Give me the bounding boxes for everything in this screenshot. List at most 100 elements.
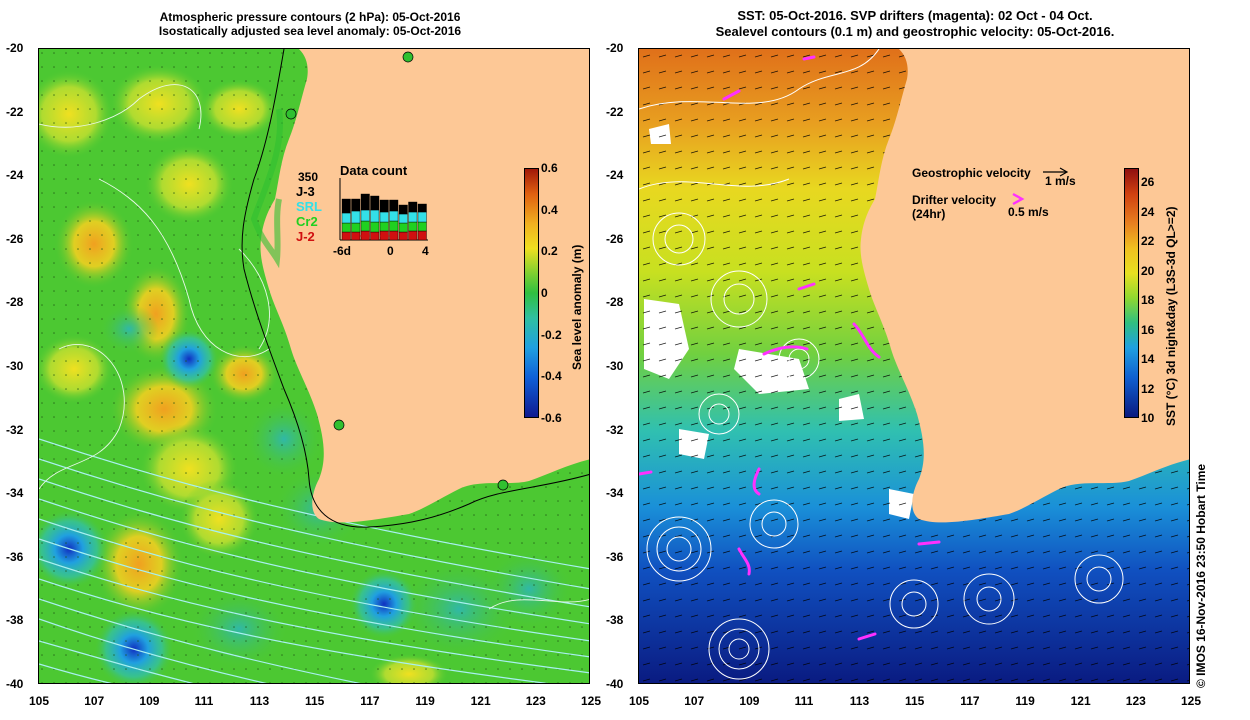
sla-colorbar-label: Sea level anomaly (m) [570, 244, 584, 370]
lat-tick-right: -30 [606, 359, 624, 373]
histogram-bar-segment [389, 199, 399, 212]
histogram-bar-segment [389, 230, 399, 241]
histogram-bar-segment [408, 230, 418, 241]
imos-credit: © IMOS 16-Nov-2016 23:50 Hobart Time [1194, 463, 1208, 688]
histogram-bar-segment [417, 230, 427, 241]
sst-colorbar-label: SST (°C) 3d night&day (L3S-3d QL>=2) [1164, 206, 1178, 427]
drifter-scale-label: 0.5 m/s [1008, 205, 1049, 219]
histogram-bar-segment [389, 220, 399, 232]
geostrophic-scale-label: 1 m/s [1045, 174, 1076, 188]
histogram-bar-segment [379, 211, 389, 223]
geostrophic-scale-arrow [1043, 167, 1069, 177]
lon-tick-left: 115 [305, 694, 325, 708]
lat-tick-right: -34 [606, 486, 624, 501]
right-map-panel [638, 48, 1190, 684]
lon-tick-left: 123 [525, 694, 546, 708]
lon-tick-right: 111 [794, 694, 814, 708]
lon-tick-left: 105 [29, 694, 50, 708]
sla-colorbar-tick: -0.6 [541, 411, 562, 425]
lat-tick-left: -20 [6, 41, 24, 55]
sea-level-contours [639, 49, 1124, 680]
sst-colorbar-tick: 16 [1141, 322, 1155, 337]
sla-colorbar-tick: 0 [541, 286, 548, 300]
lon-tick-right: 125 [1181, 694, 1202, 708]
lat-tick-left: -30 [6, 359, 24, 373]
data-count-title: Data count [340, 163, 408, 178]
lat-tick-right: -38 [606, 613, 624, 628]
series-label-cr2: Cr2 [296, 214, 318, 229]
lon-tick-left: 119 [415, 694, 435, 708]
lon-tick-right: 115 [905, 694, 925, 708]
histogram-bar-segment [351, 198, 361, 212]
sea-level-anomaly-map [39, 49, 589, 683]
lat-tick-left: -32 [6, 422, 24, 437]
histogram-bar-segment [360, 209, 370, 222]
tide-gauge-marker [333, 419, 345, 431]
sst-colorbar-tick: 22 [1141, 234, 1155, 248]
lon-tick-right: 105 [629, 694, 650, 708]
lon-tick-right: 123 [1125, 694, 1146, 708]
histogram-bar-segment [398, 204, 408, 215]
lon-tick-right: 109 [739, 694, 760, 708]
lat-tick-right: -22 [606, 104, 624, 119]
sst-colorbar-tick: 18 [1141, 293, 1155, 307]
lon-tick-right: 121 [1070, 694, 1091, 708]
lon-tick-left: 125 [581, 694, 602, 708]
lat-tick-left: -26 [6, 231, 24, 246]
right-map-title: SST: 05-Oct-2016. SVP drifters (magenta)… [640, 8, 1190, 40]
histogram-bar-segment [417, 221, 427, 232]
drifter-scale-arrow [1012, 192, 1025, 206]
histogram-bar-segment [370, 209, 380, 223]
geostrophic-velocity-label: Geostrophic velocity [912, 166, 1031, 180]
histogram-bar-segment [360, 193, 370, 211]
drifter-velocity-label: Drifter velocity [912, 193, 997, 207]
lat-tick-right: -40 [606, 677, 624, 691]
histogram-bar-segment [389, 210, 399, 222]
lat-tick-left: -34 [6, 486, 24, 501]
sst-colorbar-tick: 10 [1141, 411, 1155, 425]
sla-colorbar-tick: 0.4 [541, 202, 558, 217]
sla-colorbar-tick: 0.2 [541, 244, 558, 259]
lon-tick-left: 111 [194, 694, 214, 708]
histogram-bar-segment [370, 221, 380, 233]
histogram-tick-start: -6d [333, 244, 351, 258]
lat-tick-left: -38 [6, 613, 24, 628]
sst-colorbar-tick: 14 [1141, 352, 1155, 366]
tide-gauge-marker [497, 479, 509, 491]
lat-tick-left: -28 [6, 295, 24, 310]
histogram-bar-segment [398, 213, 408, 224]
series-label-j2: J-2 [296, 229, 315, 244]
histogram-bar-segment [351, 222, 361, 233]
histogram-bar-segment [351, 210, 361, 224]
australia-landmass [860, 49, 1189, 523]
lon-tick-right: 107 [684, 694, 705, 708]
histogram-bar-segment [370, 195, 380, 211]
lon-tick-left: 109 [139, 694, 160, 708]
lat-tick-right: -36 [606, 549, 624, 564]
histogram-bar-segment [398, 231, 408, 241]
histogram-bar-segment [398, 222, 408, 233]
drifter-velocity-sub: (24hr) [912, 207, 946, 221]
histogram-bar-segment [379, 221, 389, 232]
lon-tick-right: 117 [960, 694, 980, 708]
left-map-title: Atmospheric pressure contours (2 hPa): 0… [100, 10, 520, 38]
tide-gauge-marker [285, 108, 297, 120]
lat-tick-left: -40 [6, 677, 24, 691]
sst-map [639, 49, 1189, 683]
lon-tick-left: 117 [360, 694, 380, 708]
histogram-bar-segment [341, 198, 351, 214]
lat-tick-right: -24 [606, 168, 624, 183]
lat-tick-right: -32 [606, 422, 624, 437]
lat-tick-left: -22 [6, 104, 24, 119]
histogram-bar-segment [341, 212, 351, 224]
tide-gauge-marker [402, 51, 414, 63]
left-map-panel [38, 48, 590, 684]
lat-tick-right: -28 [606, 295, 624, 310]
data-count-max: 350 [298, 170, 319, 184]
pressure-contours [39, 438, 589, 683]
histogram-bar-segment [408, 211, 418, 223]
sst-colorbar-tick: 20 [1141, 263, 1155, 278]
lon-tick-left: 113 [249, 694, 270, 708]
histogram-tick-end: 4 [422, 244, 429, 258]
histogram-bar-segment [408, 201, 418, 213]
